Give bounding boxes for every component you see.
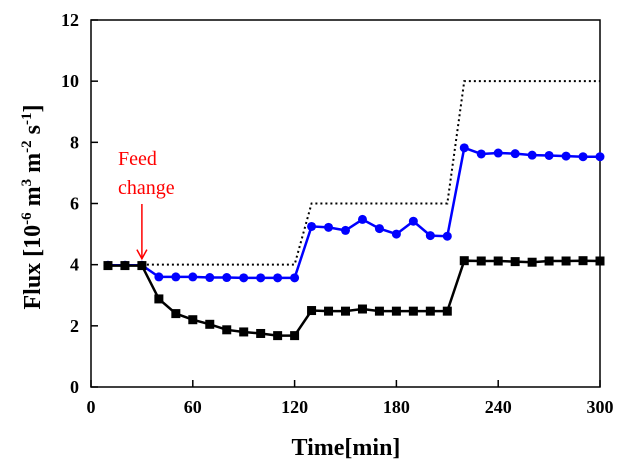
- series-2-point: [459, 256, 469, 266]
- series-1-point: [425, 231, 435, 241]
- series-2-point: [425, 306, 435, 316]
- series-1-point: [374, 224, 384, 234]
- series-layer: [103, 80, 605, 341]
- x-tick-label: 180: [383, 397, 410, 417]
- series-2-point: [357, 304, 367, 314]
- series-2-line: [107, 259, 601, 337]
- series-1-point: [341, 225, 350, 235]
- axis-ticks: 0 60 120 180 240 300 0 2 4 6 8 10 12: [61, 10, 614, 417]
- series-1-point: [493, 148, 503, 158]
- series-2-point: [595, 256, 605, 266]
- series-2-point: [374, 306, 384, 316]
- series-2-point: [154, 294, 164, 304]
- series-2-point: [493, 256, 503, 266]
- series-2-point: [120, 261, 130, 271]
- series-1-point: [442, 231, 452, 241]
- series-2-point: [544, 256, 554, 266]
- annotation-text-line: change: [118, 177, 175, 199]
- x-tick-label: 60: [184, 397, 202, 417]
- series-1-point: [324, 222, 334, 232]
- series-1-point: [391, 229, 401, 239]
- series-1-point: [544, 150, 554, 160]
- series-2-point: [324, 306, 334, 316]
- series-2-point: [510, 257, 520, 267]
- y-tick-label: 2: [70, 316, 79, 336]
- y-axis-title-part: ]: [20, 104, 46, 112]
- y-axis-title-part: m: [20, 186, 46, 212]
- series-1-point: [256, 273, 266, 283]
- annotation-text-line: Feed: [118, 148, 157, 170]
- x-tick-label: 300: [587, 397, 614, 417]
- y-axis-title-exp: -6: [19, 212, 35, 225]
- series-1-point: [171, 272, 181, 282]
- series-1-point: [205, 273, 215, 283]
- series-1-point: [154, 272, 164, 282]
- series-1-point: [527, 150, 537, 160]
- series-2-point: [442, 306, 452, 316]
- series-1-point: [188, 272, 198, 282]
- series-1-point: [595, 152, 605, 162]
- y-tick-label: 6: [70, 194, 79, 214]
- series-1-point: [459, 143, 469, 153]
- series-1-line: [107, 146, 600, 280]
- series-2-point: [273, 331, 283, 341]
- y-axis-title-part: Flux [10: [20, 225, 46, 310]
- y-axis-title-part: m: [20, 153, 46, 179]
- series-2-point: [188, 315, 198, 325]
- series-2-point: [527, 257, 537, 267]
- series-2-point: [408, 306, 418, 316]
- series-2-point: [476, 256, 486, 266]
- series-1-point: [290, 273, 300, 283]
- x-axis-title: Time[min]: [292, 435, 401, 461]
- x-tick-label: 240: [485, 397, 512, 417]
- series-1-point: [578, 152, 588, 162]
- series-1-point: [273, 273, 283, 283]
- series-1-point: [561, 151, 571, 161]
- series-1-point: [307, 221, 317, 231]
- series-2-point: [391, 306, 401, 316]
- series-2-point: [307, 306, 317, 316]
- series-2-point: [578, 256, 588, 266]
- series-0-line: [141, 80, 600, 266]
- x-tick-label: 120: [281, 397, 308, 417]
- y-axis-title-part: s: [20, 125, 46, 140]
- y-axis-title-exp: 3: [19, 179, 35, 187]
- series-2-point: [137, 261, 147, 271]
- y-axis-title-exp: -2: [19, 140, 35, 153]
- series-2-point: [239, 327, 249, 337]
- series-2-point: [290, 331, 300, 341]
- series-2-point: [205, 319, 215, 329]
- series-2-point: [222, 325, 232, 335]
- series-1-point: [357, 214, 367, 224]
- series-1-point: [408, 216, 418, 226]
- y-tick-label: 4: [70, 255, 79, 275]
- x-tick-label: 0: [87, 397, 96, 417]
- series-2-point: [561, 256, 571, 266]
- annotation-arrow-head: [136, 249, 148, 261]
- y-tick-label: 8: [70, 132, 79, 152]
- series-1-point: [510, 149, 520, 159]
- y-axis-title: Flux [10-6 m3 m-2 s-1]: [19, 104, 46, 309]
- y-tick-label: 12: [61, 10, 79, 30]
- y-tick-label: 0: [70, 377, 79, 397]
- series-2-point: [256, 328, 266, 338]
- series-1-point: [239, 273, 249, 283]
- series-1-point: [476, 149, 486, 159]
- series-2-point: [103, 261, 113, 271]
- y-tick-label: 10: [61, 71, 79, 91]
- series-1-point: [222, 273, 232, 283]
- series-2-point: [341, 306, 350, 316]
- annotation-layer: Feed change: [118, 148, 175, 261]
- y-axis-title-exp: -1: [19, 112, 35, 125]
- series-2-point: [171, 309, 181, 319]
